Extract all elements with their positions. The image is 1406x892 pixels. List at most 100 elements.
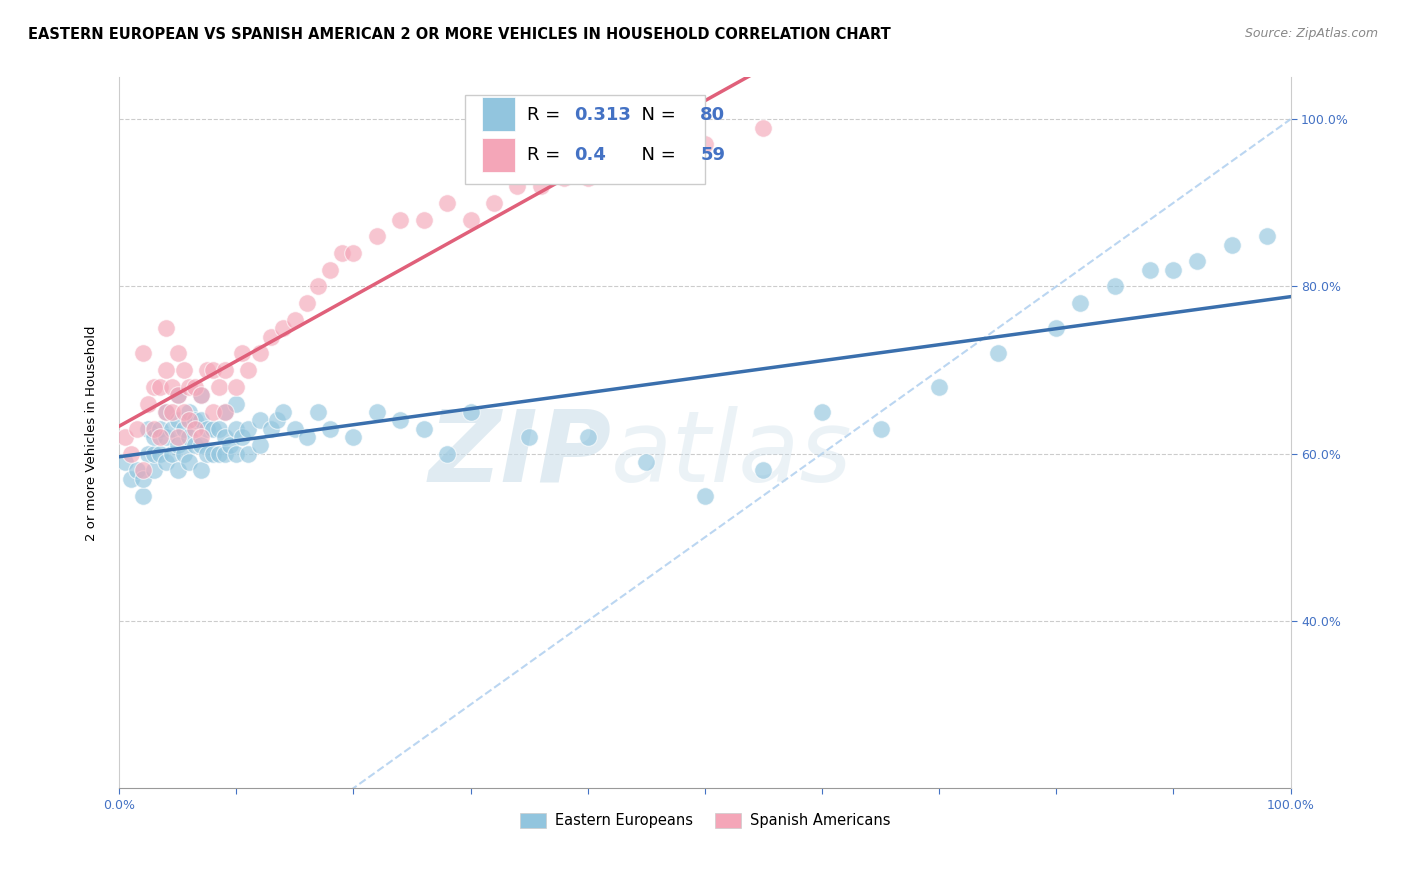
Point [120,447,142,461]
Text: ZIP: ZIP [427,406,612,502]
Point [811,405,834,419]
Point [295,296,318,310]
Point [249,413,271,427]
Point [214,447,236,461]
Text: 59: 59 [700,146,725,164]
Legend: Eastern Europeans, Spanish Americans: Eastern Europeans, Spanish Americans [513,807,896,834]
Point [553,170,575,185]
Point [342,246,364,260]
Point [1256,229,1278,244]
Point [190,463,212,477]
Point [260,422,283,436]
Point [412,422,434,436]
Point [155,405,177,419]
Point [138,396,160,410]
Point [307,405,329,419]
Point [231,346,253,360]
Point [517,430,540,444]
Point [155,455,177,469]
Point [236,363,259,377]
Point [219,438,242,452]
Point [225,396,247,410]
Point [236,447,259,461]
Point [179,413,201,427]
Point [869,422,891,436]
Point [143,380,166,394]
Point [752,463,775,477]
Point [195,363,218,377]
Point [260,329,283,343]
Point [184,413,207,427]
Point [184,422,207,436]
Point [143,463,166,477]
Point [506,179,529,194]
Point [190,388,212,402]
Point [184,438,207,452]
Point [1220,237,1243,252]
Point [366,405,388,419]
Point [201,422,224,436]
Point [114,455,136,469]
Point [342,430,364,444]
Point [576,170,599,185]
Point [143,430,166,444]
Point [125,422,148,436]
Text: R =: R = [527,105,565,123]
Point [225,422,247,436]
Point [482,195,505,210]
Point [149,380,172,394]
Point [160,422,183,436]
Point [131,472,153,486]
Point [208,380,231,394]
Point [149,422,172,436]
Point [173,405,195,419]
Point [460,212,482,227]
Point [201,405,224,419]
Point [190,388,212,402]
Point [1139,262,1161,277]
Y-axis label: 2 or more Vehicles in Household: 2 or more Vehicles in Household [86,325,98,541]
Point [155,405,177,419]
Point [208,422,231,436]
Point [160,380,183,394]
Point [530,179,553,194]
Point [143,422,166,436]
Point [190,438,212,452]
Point [1163,262,1185,277]
Point [436,195,458,210]
Point [1045,321,1067,335]
Point [160,447,183,461]
Point [114,430,136,444]
Point [987,346,1010,360]
Point [179,430,201,444]
Point [195,422,218,436]
Point [389,413,412,427]
Text: N =: N = [630,146,682,164]
Point [1069,296,1091,310]
Text: atlas: atlas [612,406,853,502]
FancyBboxPatch shape [482,96,515,131]
Point [225,447,247,461]
Point [166,430,188,444]
Point [623,145,645,160]
Point [155,430,177,444]
Text: R =: R = [527,146,565,164]
Point [636,455,658,469]
Point [249,438,271,452]
Point [166,388,188,402]
Point [201,363,224,377]
Point [319,422,342,436]
Point [647,137,669,152]
Point [155,363,177,377]
Point [284,313,307,327]
Point [190,430,212,444]
Point [1104,279,1126,293]
Point [231,430,253,444]
Point [184,380,207,394]
Text: EASTERN EUROPEAN VS SPANISH AMERICAN 2 OR MORE VEHICLES IN HOUSEHOLD CORRELATION: EASTERN EUROPEAN VS SPANISH AMERICAN 2 O… [28,27,891,42]
Point [166,413,188,427]
Point [1185,254,1208,268]
Point [928,380,950,394]
Point [208,447,231,461]
Point [179,380,201,394]
